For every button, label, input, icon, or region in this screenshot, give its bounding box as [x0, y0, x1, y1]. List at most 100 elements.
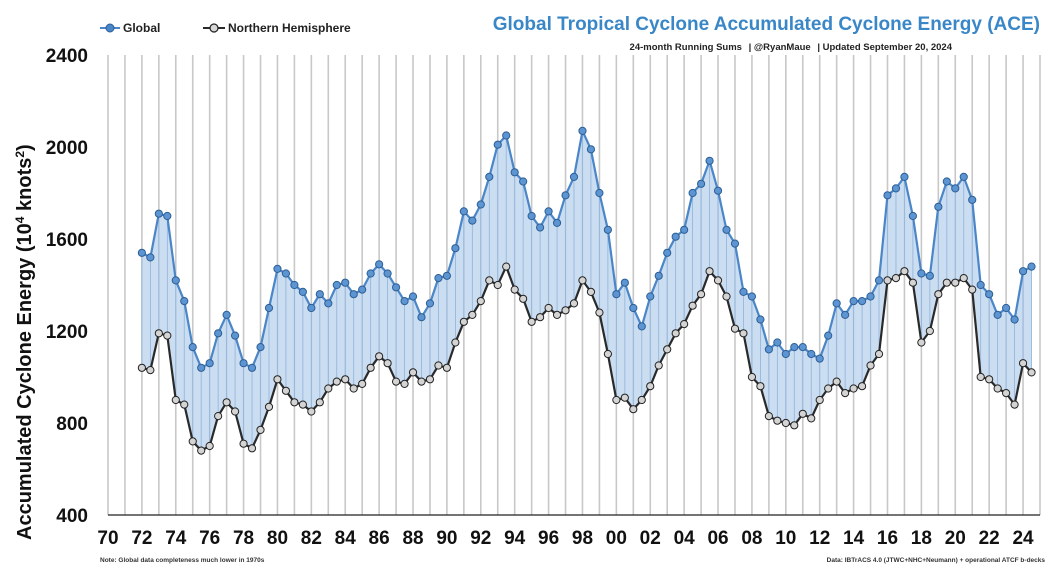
point-global	[349, 290, 358, 299]
point-nh	[239, 439, 248, 448]
point-nh	[408, 368, 418, 377]
point-nh	[375, 352, 384, 361]
point-global	[713, 186, 723, 195]
point-nh	[603, 349, 612, 359]
point-global	[163, 211, 172, 221]
point-nh	[764, 412, 773, 421]
point-nh	[612, 395, 621, 405]
chart-subtitle: 24-month Running Sums | @RyanMaue | Upda…	[630, 42, 953, 53]
point-nh	[137, 363, 146, 372]
point-nh	[722, 292, 731, 301]
point-nh	[485, 276, 494, 285]
x-tick-label: 80	[267, 528, 288, 549]
point-nh	[959, 274, 968, 283]
point-global	[764, 345, 773, 354]
y-axis-label-mid: knots	[14, 158, 36, 217]
y-axis-label-sup: 4	[13, 216, 27, 223]
point-global	[688, 188, 697, 198]
point-nh	[519, 294, 528, 303]
point-global	[1027, 262, 1036, 271]
point-global	[874, 276, 884, 285]
point-global	[383, 269, 392, 278]
source-text: Data: IBTrACS 4.0 (JTWC+NHC+Neumann) + o…	[827, 557, 1046, 564]
x-tick-label: 18	[911, 528, 932, 549]
point-global	[137, 248, 146, 257]
point-nh	[1010, 400, 1019, 409]
point-global	[857, 297, 867, 306]
point-global	[239, 359, 248, 368]
point-nh	[874, 349, 884, 359]
point-global	[824, 331, 833, 340]
point-nh	[688, 301, 697, 310]
point-nh	[824, 384, 833, 393]
point-nh	[417, 377, 426, 386]
point-global	[188, 343, 197, 352]
y-tick-label: 2000	[46, 138, 88, 159]
point-nh	[552, 310, 562, 319]
point-global	[341, 278, 350, 287]
x-tick-label: 22	[979, 528, 1000, 549]
x-tick-label: 04	[674, 528, 696, 549]
point-nh	[866, 361, 875, 370]
point-global	[832, 299, 841, 308]
line-layer	[141, 129, 1033, 452]
point-global	[315, 290, 324, 299]
point-nh	[146, 366, 155, 375]
point-nh	[230, 407, 240, 416]
subtitle-part-3: Updated September 20, 2024	[823, 42, 953, 53]
point-global	[798, 343, 807, 352]
point-global	[307, 303, 316, 313]
point-nh	[400, 379, 409, 388]
point-nh	[247, 444, 257, 453]
point-global	[358, 285, 367, 294]
point-global	[298, 287, 307, 296]
point-nh	[942, 278, 951, 287]
point-nh	[705, 267, 714, 276]
point-global	[646, 292, 655, 301]
point-global	[205, 359, 214, 368]
point-nh	[383, 359, 392, 368]
point-global	[739, 287, 748, 296]
legend-marker-nh	[209, 23, 219, 33]
legend-item-nh: Northern Hemisphere	[203, 21, 351, 35]
subtitle-part-1: 24-month Running Sums	[630, 42, 742, 53]
point-global	[807, 349, 816, 359]
point-nh	[620, 393, 629, 402]
legend-label-nh: Northern Hemisphere	[228, 21, 351, 35]
point-global	[214, 329, 223, 338]
point-global	[485, 172, 494, 181]
point-global	[197, 363, 206, 372]
point-global	[781, 349, 790, 359]
x-tick-label: 08	[741, 528, 762, 549]
point-global	[730, 239, 740, 248]
point-nh	[841, 389, 850, 398]
point-nh	[968, 285, 977, 294]
point-nh	[908, 278, 918, 287]
point-global	[680, 225, 689, 234]
point-nh	[1018, 359, 1028, 368]
x-tick-label: 14	[843, 528, 865, 549]
point-global	[1018, 267, 1028, 276]
y-axis-label-sup2: 2	[13, 151, 27, 158]
point-nh	[197, 446, 206, 455]
x-tick-label: 06	[707, 528, 728, 549]
point-global	[883, 191, 892, 200]
point-nh	[637, 395, 646, 405]
series-line-nh	[141, 265, 1033, 452]
point-nh	[891, 274, 901, 283]
point-nh	[807, 414, 816, 423]
point-nh	[349, 384, 358, 393]
x-tick-label: 84	[335, 528, 357, 549]
point-nh	[536, 313, 545, 322]
point-nh	[773, 416, 782, 425]
point-nh	[1027, 368, 1036, 377]
point-global	[900, 172, 909, 181]
point-global	[536, 223, 545, 232]
legend-marker-global	[105, 23, 115, 33]
point-global	[654, 271, 663, 280]
point-global	[451, 244, 460, 253]
y-tick-label: 1600	[46, 230, 88, 251]
point-nh	[781, 418, 790, 428]
point-layer	[137, 126, 1036, 455]
x-tick-label: 94	[504, 528, 526, 549]
